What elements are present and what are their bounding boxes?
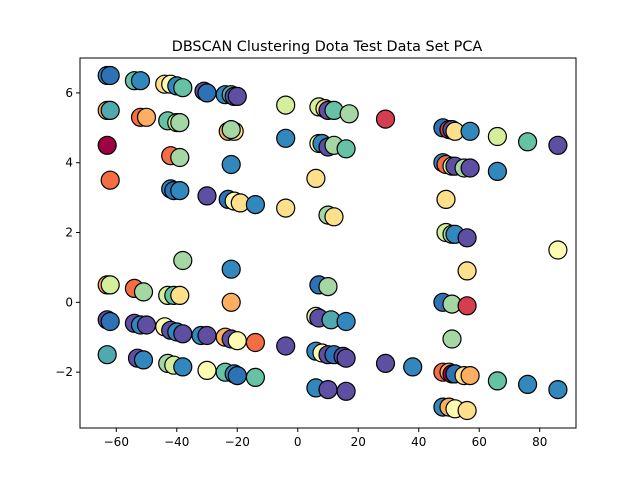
y-tick-label: −2 [55, 365, 73, 379]
data-point [460, 158, 480, 178]
data-point [136, 107, 157, 127]
x-tick-label: 20 [351, 435, 366, 449]
plot-frame [79, 57, 577, 429]
x-tick-label: 0 [294, 435, 302, 449]
data-point [100, 311, 120, 332]
data-point [318, 380, 338, 400]
data-point [133, 282, 154, 302]
data-point [442, 329, 462, 349]
data-point [336, 381, 356, 401]
data-point [97, 135, 117, 155]
data-point [130, 71, 151, 91]
data-point [136, 315, 157, 335]
data-point [173, 324, 193, 344]
data-point [173, 357, 193, 377]
y-axis: −2 0 2 4 6 [55, 86, 80, 379]
data-point [318, 277, 338, 297]
x-tick-label: 60 [472, 435, 487, 449]
data-point [173, 78, 193, 98]
data-point [487, 161, 507, 181]
data-point [457, 400, 477, 421]
data-point [227, 331, 247, 351]
data-point [436, 189, 456, 209]
data-point [306, 168, 326, 188]
data-point [336, 311, 356, 332]
x-tick-label: −60 [104, 435, 129, 449]
data-point [517, 374, 538, 394]
data-point [375, 109, 396, 129]
data-point [548, 240, 568, 260]
data-point [197, 83, 217, 103]
data-point [100, 100, 120, 121]
data-point [457, 261, 477, 281]
chart-title: DBSCAN Clustering Dota Test Data Set PCA [172, 39, 483, 55]
data-point [221, 292, 241, 312]
data-point [276, 95, 296, 115]
data-point [170, 285, 190, 305]
data-point [487, 371, 507, 391]
data-point [170, 112, 190, 133]
data-point [375, 353, 396, 373]
y-tick-label: 4 [65, 156, 73, 170]
data-point [487, 126, 507, 147]
x-tick-label: 40 [411, 435, 426, 449]
x-axis: −60 −40 −20 0 20 40 60 80 [104, 428, 547, 449]
data-point [100, 170, 120, 190]
data-point [339, 104, 359, 124]
data-point [245, 367, 265, 387]
data-point [97, 345, 117, 365]
y-tick-label: 6 [65, 86, 73, 100]
data-point [197, 186, 217, 206]
data-point [276, 128, 296, 148]
data-point [548, 135, 568, 155]
data-point [457, 228, 477, 248]
data-point [197, 325, 217, 346]
data-point [100, 65, 120, 86]
data-point [336, 348, 356, 368]
data-point [336, 139, 356, 159]
data-point [227, 366, 247, 386]
y-tick-label: 2 [65, 226, 73, 240]
data-point [197, 360, 217, 380]
data-point [460, 121, 480, 141]
data-point [324, 207, 344, 227]
x-tick-label: −20 [225, 435, 250, 449]
x-tick-label: −40 [164, 435, 189, 449]
data-point [517, 132, 538, 152]
data-point [170, 181, 190, 201]
data-point [100, 275, 120, 295]
x-tick-label: 80 [532, 435, 547, 449]
data-point [245, 195, 265, 215]
y-tick-label: 0 [65, 295, 73, 309]
data-point [173, 250, 193, 271]
data-point [245, 332, 265, 353]
data-point [457, 296, 477, 316]
data-point [133, 350, 154, 370]
data-point [221, 154, 241, 175]
data-point [276, 336, 296, 356]
data-point [221, 259, 241, 279]
data-point [276, 198, 296, 218]
data-point [170, 147, 190, 168]
data-point [460, 366, 480, 386]
data-point [548, 380, 568, 400]
data-point [227, 86, 247, 107]
data-point [221, 120, 241, 140]
data-point [403, 357, 423, 377]
points-layer [97, 65, 568, 421]
